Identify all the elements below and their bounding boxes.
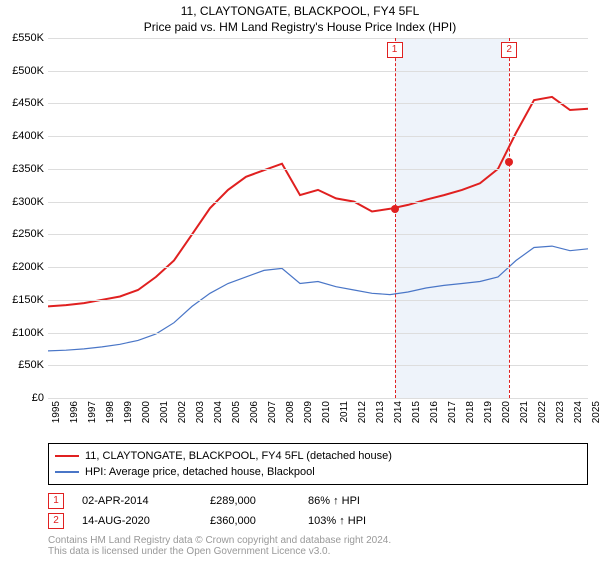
- x-axis-label: 2001: [159, 401, 170, 423]
- x-axis-label: 2025: [591, 401, 600, 423]
- y-axis-label: £300K: [12, 196, 44, 208]
- y-axis-label: £500K: [12, 65, 44, 77]
- x-axis-label: 2019: [483, 401, 494, 423]
- price-chart: £0£50K£100K£150K£200K£250K£300K£350K£400…: [48, 38, 588, 399]
- x-axis-label: 2009: [303, 401, 314, 423]
- attribution-line: This data is licensed under the Open Gov…: [48, 546, 588, 557]
- legend-label: HPI: Average price, detached house, Blac…: [85, 466, 315, 478]
- sale-price: £289,000: [210, 495, 290, 507]
- x-axis-label: 2005: [231, 401, 242, 423]
- x-axis-label: 2000: [141, 401, 152, 423]
- x-axis-label: 2017: [447, 401, 458, 423]
- chart-legend: 11, CLAYTONGATE, BLACKPOOL, FY4 5FL (det…: [48, 443, 588, 485]
- x-axis-label: 2023: [555, 401, 566, 423]
- y-axis-label: £50K: [18, 359, 44, 371]
- legend-label: 11, CLAYTONGATE, BLACKPOOL, FY4 5FL (det…: [85, 450, 392, 462]
- gridline: [48, 365, 588, 366]
- x-axis-label: 2006: [249, 401, 260, 423]
- legend-swatch: [55, 455, 79, 457]
- x-axis-label: 2008: [285, 401, 296, 423]
- x-axis-label: 2021: [519, 401, 530, 423]
- x-axis-label: 2007: [267, 401, 278, 423]
- y-axis-label: £350K: [12, 163, 44, 175]
- y-axis-label: £0: [32, 392, 44, 404]
- attribution-line: Contains HM Land Registry data © Crown c…: [48, 535, 588, 546]
- gridline: [48, 267, 588, 268]
- x-axis-label: 2022: [537, 401, 548, 423]
- attribution: Contains HM Land Registry data © Crown c…: [48, 535, 588, 557]
- gridline: [48, 103, 588, 104]
- sale-row: 1 02-APR-2014 £289,000 86% ↑ HPI: [48, 491, 588, 511]
- gridline: [48, 300, 588, 301]
- sales-table: 1 02-APR-2014 £289,000 86% ↑ HPI 2 14-AUG-202…: [48, 491, 588, 531]
- sale-index-badge: 2: [48, 513, 64, 529]
- legend-item: HPI: Average price, detached house, Blac…: [55, 464, 581, 480]
- sale-marker-line: [395, 38, 396, 398]
- sale-marker-badge: 2: [501, 42, 517, 58]
- x-axis-label: 2012: [357, 401, 368, 423]
- y-axis-label: £400K: [12, 130, 44, 142]
- x-axis-label: 1996: [69, 401, 80, 423]
- sale-marker-badge: 1: [387, 42, 403, 58]
- sale-hpi: 86% ↑ HPI: [308, 495, 418, 507]
- sale-index-badge: 1: [48, 493, 64, 509]
- x-axis-label: 2015: [411, 401, 422, 423]
- x-axis-label: 1999: [123, 401, 134, 423]
- sale-marker-dot: [505, 158, 513, 166]
- sale-hpi: 103% ↑ HPI: [308, 515, 418, 527]
- x-axis-labels: 1995 1996 1997 1998 1999 2000 2001 2002 2003 2004…: [48, 399, 588, 437]
- x-axis-label: 2018: [465, 401, 476, 423]
- y-axis-label: £100K: [12, 327, 44, 339]
- sale-marker-line: [509, 38, 510, 398]
- gridline: [48, 38, 588, 39]
- x-axis-label: 2004: [213, 401, 224, 423]
- chart-lines: [48, 38, 588, 398]
- y-axis-label: £250K: [12, 228, 44, 240]
- sale-date: 14-AUG-2020: [82, 515, 192, 527]
- x-axis-label: 2002: [177, 401, 188, 423]
- y-axis-label: £200K: [12, 261, 44, 273]
- y-axis-label: £550K: [12, 32, 44, 44]
- x-axis-label: 2016: [429, 401, 440, 423]
- sale-row: 2 14-AUG-2020 £360,000 103% ↑ HPI: [48, 511, 588, 531]
- x-axis-label: 2020: [501, 401, 512, 423]
- x-axis-label: 1995: [51, 401, 62, 423]
- x-axis-label: 2011: [339, 401, 350, 423]
- gridline: [48, 136, 588, 137]
- y-axis-label: £450K: [12, 97, 44, 109]
- x-axis-label: 1997: [87, 401, 98, 423]
- x-axis-label: 1998: [105, 401, 116, 423]
- gridline: [48, 234, 588, 235]
- x-axis-label: 2014: [393, 401, 404, 423]
- y-axis-label: £150K: [12, 294, 44, 306]
- gridline: [48, 71, 588, 72]
- page-subtitle: Price paid vs. HM Land Registry's House …: [0, 20, 600, 34]
- legend-item: 11, CLAYTONGATE, BLACKPOOL, FY4 5FL (det…: [55, 448, 581, 464]
- series-line: [48, 246, 588, 351]
- x-axis-label: 2013: [375, 401, 386, 423]
- page-title: 11, CLAYTONGATE, BLACKPOOL, FY4 5FL: [0, 4, 600, 18]
- x-axis-label: 2010: [321, 401, 332, 423]
- sale-price: £360,000: [210, 515, 290, 527]
- gridline: [48, 169, 588, 170]
- x-axis-label: 2024: [573, 401, 584, 423]
- x-axis-label: 2003: [195, 401, 206, 423]
- legend-swatch: [55, 471, 79, 472]
- gridline: [48, 333, 588, 334]
- sale-marker-dot: [391, 205, 399, 213]
- gridline: [48, 202, 588, 203]
- sale-date: 02-APR-2014: [82, 495, 192, 507]
